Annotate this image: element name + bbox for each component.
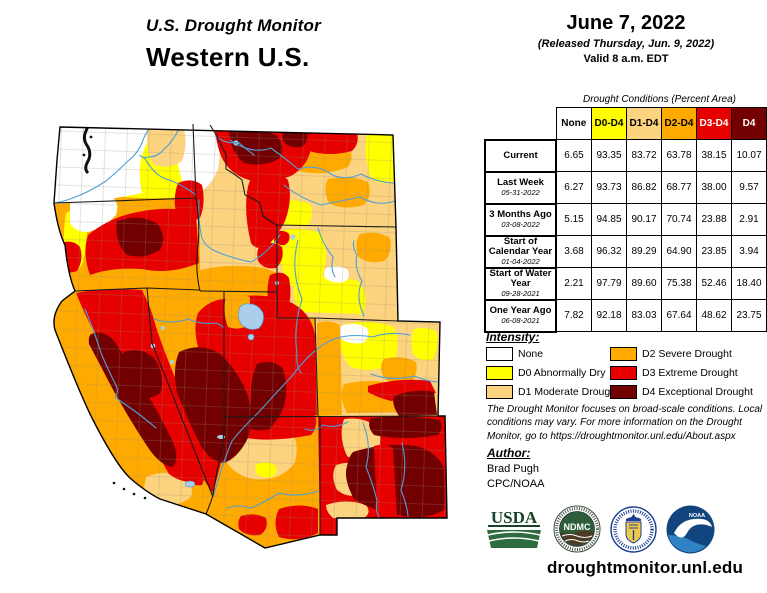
- cell: 83.72: [626, 139, 662, 172]
- page-kicker: U.S. Drought Monitor: [146, 16, 321, 35]
- table-row: Start of Water Year 09-28-2021 2.21 97.7…: [484, 266, 767, 301]
- table-row: Last Week 05-31-2022 6.27 93.73 86.82 68…: [484, 170, 767, 205]
- cell: 18.40: [731, 267, 767, 300]
- cell: 94.85: [591, 203, 627, 236]
- table-header-row: None D0-D4 D1-D4 D2-D4 D3-D4 D4: [485, 107, 767, 140]
- row-label-cell: Last Week 05-31-2022: [484, 170, 557, 205]
- row-label-cell: One Year Ago 06-08-2021: [484, 298, 557, 333]
- commerce-logo-icon: [610, 505, 657, 553]
- d1-swatch-icon: [486, 384, 513, 399]
- footer-url: droughtmonitor.unl.edu: [546, 558, 744, 577]
- col-header-d0d4: D0-D4: [591, 107, 627, 140]
- cell: 9.57: [731, 171, 767, 204]
- cell: 75.38: [661, 267, 697, 300]
- table-row: Current 6.65 93.35 83.72 63.78 38.15 10.…: [484, 138, 767, 173]
- cell: 48.62: [696, 299, 732, 332]
- cell: 5.15: [555, 203, 592, 236]
- cell: 93.73: [591, 171, 627, 204]
- col-header-d3d4: D3-D4: [696, 107, 732, 140]
- row-label-cell: Start of Calendar Year 01-04-2022: [484, 234, 557, 269]
- svg-text:NOAA: NOAA: [689, 513, 705, 519]
- none-swatch-icon: [486, 346, 513, 361]
- legend-item-d2: D2 Severe Drought: [610, 345, 732, 361]
- cell: 38.15: [696, 139, 732, 172]
- table-caption: Drought Conditions (Percent Area): [582, 94, 737, 105]
- rivers-layer: [53, 127, 438, 518]
- release-date: (Released Thursday, Jun. 9, 2022): [537, 38, 715, 50]
- cell: 3.94: [731, 235, 767, 268]
- cell: 63.78: [661, 139, 697, 172]
- cell: 23.88: [696, 203, 732, 236]
- cell: 89.29: [626, 235, 662, 268]
- cell: 64.90: [661, 235, 697, 268]
- map-outline: [53, 126, 448, 549]
- date-block: June 7, 2022 (Released Thursday, Jun. 9,…: [485, 12, 767, 65]
- cell: 67.64: [661, 299, 697, 332]
- usda-logo-icon: USDA: [487, 508, 541, 548]
- ndmc-logo-icon: NDMC: [553, 505, 601, 553]
- row-label-cell: 3 Months Ago 03-08-2022: [484, 202, 557, 237]
- western-us-drought-map: [53, 123, 448, 549]
- col-header-d1d4: D1-D4: [626, 107, 662, 140]
- table-row: One Year Ago 06-08-2021 7.82 92.18 83.03…: [484, 298, 767, 333]
- legend-item-d1: D1 Moderate Drought: [486, 383, 619, 399]
- cell: 52.46: [696, 267, 732, 300]
- agency-logos: USDA NDMC NOAA: [484, 503, 767, 555]
- cell: 3.68: [555, 235, 592, 268]
- svg-text:USDA: USDA: [491, 508, 538, 527]
- cell: 6.27: [555, 171, 592, 204]
- page-title: Western U.S.: [146, 42, 310, 72]
- cell: 83.03: [626, 299, 662, 332]
- svg-text:NDMC: NDMC: [564, 522, 591, 532]
- legend-item-d0: D0 Abnormally Dry: [486, 364, 606, 380]
- d2-swatch-icon: [610, 346, 637, 361]
- cell: 97.79: [591, 267, 627, 300]
- legend-item-d3: D3 Extreme Drought: [610, 364, 738, 380]
- d4-swatch-icon: [610, 384, 637, 399]
- table-row: Start of Calendar Year 01-04-2022 3.68 9…: [484, 234, 767, 269]
- header-spacer: [485, 107, 556, 140]
- d0-swatch-icon: [486, 365, 513, 380]
- cell: 2.21: [555, 267, 592, 300]
- col-header-none: None: [555, 107, 592, 140]
- cell: 70.74: [661, 203, 697, 236]
- intensity-heading: Intensity:: [486, 330, 540, 344]
- author-heading: Author:: [487, 446, 531, 460]
- table-row: 3 Months Ago 03-08-2022 5.15 94.85 90.17…: [484, 202, 767, 237]
- cell: 23.85: [696, 235, 732, 268]
- author-org: CPC/NOAA: [487, 478, 545, 490]
- row-label-cell: Current: [484, 138, 557, 173]
- author-name: Brad Pugh: [487, 463, 539, 475]
- channel-islands: [112, 481, 147, 500]
- cell: 93.35: [591, 139, 627, 172]
- legend-item-d4: D4 Exceptional Drought: [610, 383, 753, 399]
- cell: 7.82: [555, 299, 592, 332]
- valid-time: Valid 8 a.m. EDT: [583, 53, 669, 65]
- drought-shading-layer: [53, 127, 448, 548]
- noaa-logo-icon: NOAA: [666, 505, 715, 553]
- cell: 89.60: [626, 267, 662, 300]
- cell: 10.07: [731, 139, 767, 172]
- state-borders-layer: [53, 123, 439, 535]
- cell: 23.75: [731, 299, 767, 332]
- col-header-d4: D4: [731, 107, 767, 140]
- disclaimer-note: The Drought Monitor focuses on broad-sca…: [487, 404, 763, 442]
- puget-sound: [82, 127, 93, 175]
- cell: 92.18: [591, 299, 627, 332]
- d3-swatch-icon: [610, 365, 637, 380]
- map-date: June 7, 2022: [566, 12, 686, 34]
- cell: 90.17: [626, 203, 662, 236]
- drought-conditions-table: None D0-D4 D1-D4 D2-D4 D3-D4 D4 Current …: [484, 107, 767, 333]
- cell: 68.77: [661, 171, 697, 204]
- cell: 6.65: [555, 139, 592, 172]
- row-label-cell: Start of Water Year 09-28-2021: [484, 266, 557, 301]
- col-header-d2d4: D2-D4: [661, 107, 697, 140]
- cell: 2.91: [731, 203, 767, 236]
- cell: 38.00: [696, 171, 732, 204]
- cell: 96.32: [591, 235, 627, 268]
- legend-item-none: None: [486, 345, 543, 361]
- cell: 86.82: [626, 171, 662, 204]
